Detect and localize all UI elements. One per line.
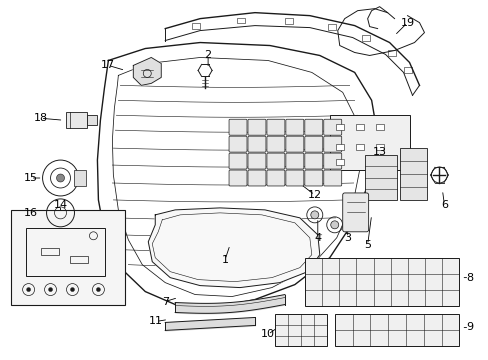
FancyBboxPatch shape bbox=[304, 170, 322, 186]
Bar bbox=[329, 115, 408, 170]
Text: 18: 18 bbox=[34, 113, 47, 123]
FancyBboxPatch shape bbox=[285, 170, 303, 186]
Text: 13: 13 bbox=[372, 147, 386, 157]
Bar bbox=[334, 315, 458, 346]
Circle shape bbox=[57, 174, 64, 182]
Polygon shape bbox=[148, 208, 319, 288]
Text: 1: 1 bbox=[221, 255, 228, 265]
Bar bbox=[399, 148, 427, 200]
FancyBboxPatch shape bbox=[266, 170, 285, 186]
Bar bbox=[362, 35, 369, 41]
Bar bbox=[87, 115, 97, 125]
Bar bbox=[327, 24, 335, 30]
FancyBboxPatch shape bbox=[228, 136, 246, 152]
Text: 7: 7 bbox=[162, 297, 168, 306]
Text: 10: 10 bbox=[261, 329, 274, 339]
Text: 12: 12 bbox=[307, 190, 321, 200]
Bar bbox=[65, 112, 87, 128]
Bar bbox=[375, 144, 383, 150]
FancyBboxPatch shape bbox=[304, 136, 322, 152]
Bar bbox=[355, 144, 363, 150]
Text: 9: 9 bbox=[465, 323, 472, 332]
Bar bbox=[285, 18, 293, 24]
FancyBboxPatch shape bbox=[323, 119, 341, 135]
FancyBboxPatch shape bbox=[247, 170, 265, 186]
Bar bbox=[387, 50, 395, 56]
Bar bbox=[304, 258, 458, 306]
Bar bbox=[41, 248, 59, 255]
FancyBboxPatch shape bbox=[285, 136, 303, 152]
Bar bbox=[375, 124, 383, 130]
Circle shape bbox=[48, 288, 52, 292]
FancyBboxPatch shape bbox=[266, 153, 285, 169]
Text: 4: 4 bbox=[314, 233, 321, 243]
Bar bbox=[364, 155, 396, 200]
Circle shape bbox=[26, 288, 31, 292]
FancyBboxPatch shape bbox=[285, 153, 303, 169]
Bar bbox=[74, 170, 86, 186]
Text: 17: 17 bbox=[101, 60, 115, 71]
Text: 19: 19 bbox=[400, 18, 414, 28]
Bar bbox=[25, 228, 105, 276]
Circle shape bbox=[310, 211, 318, 219]
FancyBboxPatch shape bbox=[247, 153, 265, 169]
Bar bbox=[335, 144, 343, 150]
FancyBboxPatch shape bbox=[304, 153, 322, 169]
Text: 14: 14 bbox=[53, 200, 67, 210]
Bar bbox=[11, 210, 125, 305]
FancyBboxPatch shape bbox=[266, 119, 285, 135]
Bar bbox=[355, 124, 363, 130]
Polygon shape bbox=[133, 58, 161, 85]
FancyBboxPatch shape bbox=[228, 170, 246, 186]
Text: 11: 11 bbox=[149, 316, 163, 327]
Text: 2: 2 bbox=[204, 50, 211, 60]
Polygon shape bbox=[97, 42, 377, 307]
FancyBboxPatch shape bbox=[323, 170, 341, 186]
FancyBboxPatch shape bbox=[323, 153, 341, 169]
FancyBboxPatch shape bbox=[304, 119, 322, 135]
Bar bbox=[274, 315, 326, 346]
Bar bbox=[335, 124, 343, 130]
Circle shape bbox=[330, 221, 338, 229]
FancyBboxPatch shape bbox=[342, 193, 368, 232]
Text: 15: 15 bbox=[23, 173, 38, 183]
Bar bbox=[191, 23, 199, 29]
Text: 5: 5 bbox=[364, 240, 370, 250]
Circle shape bbox=[70, 288, 74, 292]
FancyBboxPatch shape bbox=[247, 136, 265, 152]
FancyBboxPatch shape bbox=[228, 119, 246, 135]
FancyBboxPatch shape bbox=[266, 136, 285, 152]
Circle shape bbox=[96, 288, 100, 292]
Bar bbox=[70, 256, 88, 263]
FancyBboxPatch shape bbox=[285, 119, 303, 135]
FancyBboxPatch shape bbox=[247, 119, 265, 135]
Text: 8: 8 bbox=[465, 273, 472, 283]
Bar bbox=[403, 67, 411, 73]
Text: 3: 3 bbox=[344, 233, 350, 243]
Text: 6: 6 bbox=[440, 200, 447, 210]
Bar bbox=[237, 18, 245, 23]
FancyBboxPatch shape bbox=[228, 153, 246, 169]
Bar bbox=[335, 159, 343, 165]
Text: 16: 16 bbox=[23, 208, 38, 218]
FancyBboxPatch shape bbox=[323, 136, 341, 152]
